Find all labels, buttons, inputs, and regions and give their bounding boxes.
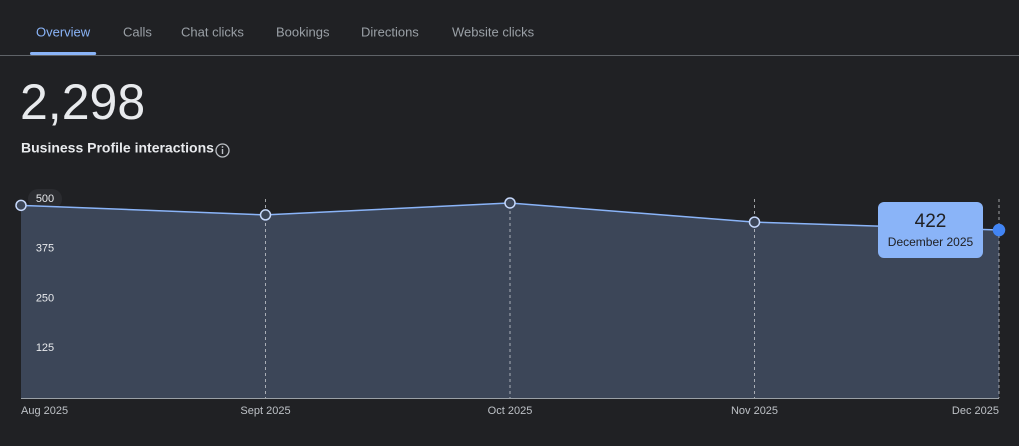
y-tick-label: 500 — [36, 193, 54, 205]
tab-indicator — [30, 52, 97, 55]
tab[interactable]: Directions — [361, 24, 419, 39]
x-tick-label: Dec 2025 — [952, 405, 999, 417]
tab[interactable]: Bookings — [276, 24, 330, 39]
y-tick-label: 250 — [36, 292, 54, 304]
point — [15, 199, 27, 212]
y-tick-label: 375 — [36, 243, 54, 255]
y-tick-label: 125 — [36, 342, 54, 354]
metric-total: 2,298 — [20, 74, 145, 130]
info-icon[interactable] — [215, 143, 230, 158]
x-tick-label: Nov 2025 — [731, 405, 778, 417]
metric-label: Business Profile interactions — [21, 140, 214, 156]
point — [259, 209, 272, 221]
tooltip-label: December 2025 — [888, 235, 974, 249]
point — [992, 223, 1006, 237]
point — [504, 197, 516, 209]
x-tick-label: Aug 2025 — [21, 405, 68, 417]
tooltip-value: 422 — [915, 211, 947, 232]
y-tick-pill — [28, 189, 62, 209]
tab[interactable]: Chat clicks — [181, 24, 244, 39]
x-tick-label: Oct 2025 — [488, 405, 533, 417]
point — [748, 216, 761, 228]
tab[interactable]: Calls — [123, 24, 152, 39]
tab[interactable]: Website clicks — [452, 24, 535, 39]
tab[interactable]: Overview — [36, 24, 91, 39]
tooltip — [878, 202, 983, 258]
x-tick-label: Sept 2025 — [240, 405, 290, 417]
